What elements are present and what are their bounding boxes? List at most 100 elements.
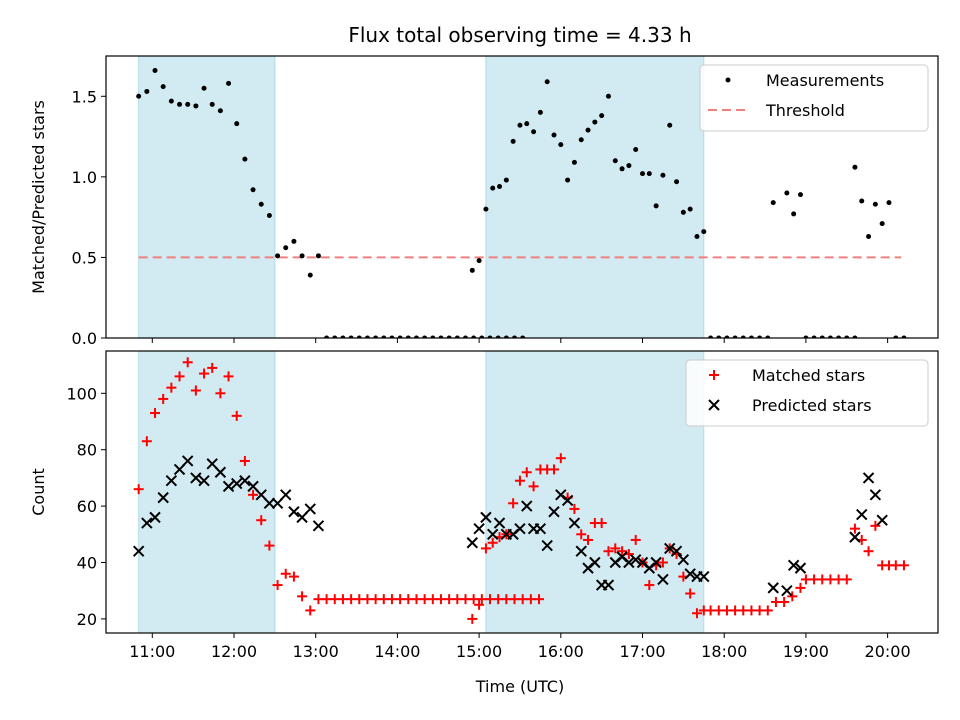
measurement-point — [901, 335, 907, 338]
predicted-star-marker — [521, 500, 533, 512]
predicted-marker-b — [636, 556, 649, 569]
predicted-star-marker — [568, 517, 581, 529]
predicted-marker-b — [856, 508, 868, 521]
legend-label: Matched stars — [752, 366, 865, 385]
matched-star-marker — [174, 371, 185, 382]
measurement-point — [242, 156, 248, 162]
predicted-star-marker — [473, 522, 485, 535]
measurement-point — [307, 272, 313, 278]
predicted-star-marker — [677, 553, 690, 566]
predicted-star-marker — [534, 522, 547, 535]
predicted-marker-b — [190, 472, 202, 484]
measurement-point — [315, 253, 321, 259]
measurement-point — [479, 335, 485, 338]
predicted-marker-b — [862, 472, 875, 484]
predicted-star-marker — [198, 475, 210, 487]
matched-star-marker — [583, 534, 594, 545]
predicted-marker-b — [561, 494, 574, 507]
measurement-point — [578, 137, 584, 143]
measurement-point — [886, 200, 892, 206]
measurement-point — [226, 80, 232, 86]
predicted-marker-b — [677, 553, 690, 566]
measurement-point — [592, 119, 598, 125]
predicted-marker-b — [231, 477, 243, 490]
measurement-point — [483, 206, 489, 212]
predicted-star-marker — [514, 522, 526, 535]
measurement-point — [454, 335, 460, 338]
y-tick-label: 80 — [77, 441, 97, 460]
predicted-marker-b — [767, 582, 779, 594]
measurement-point — [168, 98, 174, 104]
predicted-marker-b — [548, 506, 560, 518]
chart-title: Flux total observing time = 4.33 h — [348, 23, 691, 47]
matched-star-marker — [863, 546, 874, 557]
matched-star-marker — [787, 591, 798, 602]
predicted-marker-b — [280, 489, 292, 501]
measurement-point — [797, 192, 803, 198]
y-axis-label: Count — [29, 468, 48, 516]
predicted-star-marker — [787, 559, 800, 572]
y-tick-label: 20 — [77, 610, 97, 629]
measurement-point — [430, 335, 436, 338]
predicted-star-marker — [670, 545, 683, 557]
measurement-point — [364, 335, 370, 338]
predicted-star-marker — [214, 466, 227, 478]
predicted-marker-b — [473, 522, 485, 535]
measurement-point — [185, 101, 191, 107]
matched-star-marker — [521, 467, 532, 478]
measurement-point — [640, 171, 646, 177]
measurement-point — [356, 335, 362, 338]
measurement-point — [701, 229, 707, 235]
matched-star-marker — [288, 571, 299, 582]
measurement-point — [234, 121, 240, 127]
measurement-point — [770, 200, 776, 206]
matched-star-marker — [190, 385, 201, 396]
predicted-marker-b — [239, 475, 251, 487]
measurement-point — [612, 158, 618, 164]
measurement-point — [495, 335, 501, 338]
predicted-star-marker — [767, 582, 779, 594]
predicted-marker-b — [288, 506, 300, 518]
predicted-star-marker — [280, 489, 292, 501]
measurement-point — [674, 179, 680, 185]
legend-marker-dot — [725, 77, 731, 83]
matched-star-marker — [467, 613, 478, 624]
measurement-point — [599, 113, 605, 119]
y-axis-label: Matched/Predicted stars — [29, 100, 48, 294]
predicted-star-marker — [149, 511, 161, 524]
legend-label: Predicted stars — [752, 396, 872, 415]
measurement-point — [819, 335, 825, 338]
measurement-point — [852, 164, 858, 170]
measurement-point — [605, 93, 611, 99]
matched-star-marker — [158, 393, 169, 404]
measurement-point — [708, 335, 714, 338]
measurement-point — [724, 335, 730, 338]
measurement-point — [332, 335, 338, 338]
measurement-point — [520, 335, 526, 338]
predicted-marker-b — [141, 517, 153, 529]
predicted-marker-b — [521, 500, 533, 512]
matched-star-marker — [141, 436, 152, 447]
predicted-star-marker — [165, 475, 178, 487]
measurement-point — [446, 335, 452, 338]
measurement-point — [732, 335, 738, 338]
predicted-marker-b — [214, 466, 227, 478]
predicted-marker-b — [650, 556, 662, 569]
measurement-point — [565, 177, 571, 183]
measurement-point — [619, 166, 625, 172]
matched-star-marker — [617, 546, 628, 557]
measurement-point — [405, 335, 411, 338]
matched-star-marker — [514, 475, 525, 486]
matched-star-marker — [610, 543, 621, 554]
observing-window-span — [138, 351, 276, 633]
measurement-point — [827, 335, 833, 338]
measurement-point — [160, 84, 166, 90]
predicted-marker-b — [149, 511, 161, 524]
matched-star-marker — [576, 529, 587, 540]
predicted-star-marker — [480, 511, 492, 524]
measurement-point — [258, 201, 264, 207]
predicted-star-marker — [561, 494, 574, 507]
predicted-marker-b — [255, 489, 267, 501]
measurement-point — [389, 335, 395, 338]
predicted-star-marker — [288, 506, 300, 518]
